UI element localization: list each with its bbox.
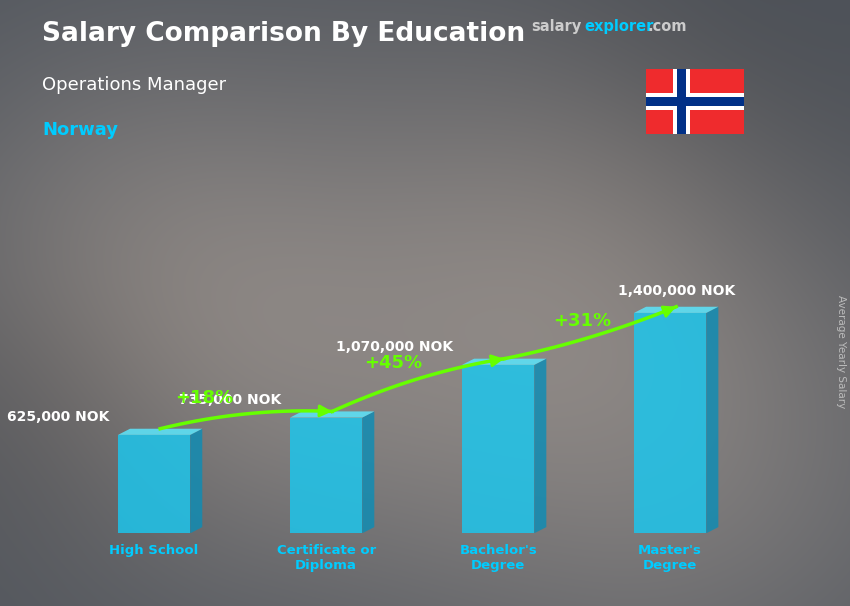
Text: 1,400,000 NOK: 1,400,000 NOK (618, 284, 735, 298)
Polygon shape (290, 411, 374, 418)
Bar (672, 69, 690, 134)
Polygon shape (118, 428, 202, 435)
Text: +45%: +45% (364, 354, 422, 372)
Polygon shape (118, 435, 190, 533)
Polygon shape (706, 307, 718, 533)
Polygon shape (290, 418, 362, 533)
Text: 625,000 NOK: 625,000 NOK (7, 410, 110, 424)
Text: Salary Comparison By Education: Salary Comparison By Education (42, 21, 525, 47)
Text: Operations Manager: Operations Manager (42, 76, 227, 94)
Text: +18%: +18% (175, 389, 233, 407)
Polygon shape (462, 365, 535, 533)
Polygon shape (634, 307, 718, 313)
Bar (646, 97, 744, 106)
Polygon shape (462, 359, 547, 365)
Text: salary: salary (531, 19, 581, 35)
Bar (677, 69, 686, 134)
Polygon shape (190, 428, 202, 533)
Text: 735,000 NOK: 735,000 NOK (179, 393, 281, 407)
Text: explorer: explorer (585, 19, 654, 35)
Text: .com: .com (648, 19, 687, 35)
Text: 1,070,000 NOK: 1,070,000 NOK (337, 340, 453, 354)
Text: Norway: Norway (42, 121, 118, 139)
Polygon shape (535, 359, 547, 533)
Polygon shape (362, 411, 374, 533)
Bar (646, 93, 744, 110)
Text: +31%: +31% (553, 312, 611, 330)
Text: Average Yearly Salary: Average Yearly Salary (836, 295, 846, 408)
Polygon shape (634, 313, 706, 533)
